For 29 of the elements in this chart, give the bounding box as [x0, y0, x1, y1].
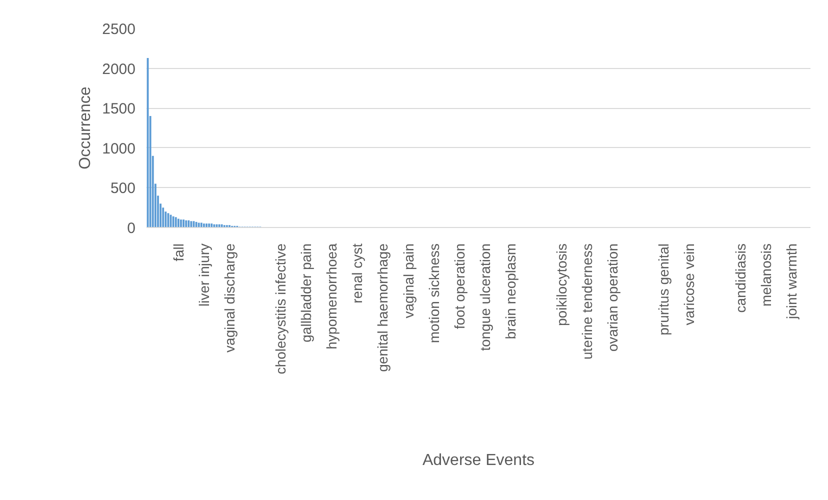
x-tick-label: gallbladder pain [298, 243, 314, 342]
y-tick-label: 500 [110, 180, 136, 198]
y-tick-label: 2000 [102, 60, 136, 78]
x-tick-label: cholecystitis infective [272, 243, 289, 374]
y-tick-label: 0 [127, 220, 136, 237]
y-tick-label: 1000 [102, 140, 136, 158]
x-tick-label: hypomenorrhoea [324, 243, 340, 350]
x-tick-label: candidiasis [732, 243, 748, 313]
x-tick-label: fall [170, 243, 186, 262]
x-tick-label: renal cyst [349, 243, 366, 304]
x-tick-label: liver injury [196, 244, 212, 307]
x-tick-label: vaginal pain [400, 243, 416, 318]
x-tick-label: tongue ulceration [476, 243, 493, 351]
x-tick-label: ovarian operation [604, 244, 621, 352]
x-tick-label: poikilocytosis [554, 243, 570, 326]
y-tick-label: 2500 [102, 21, 136, 38]
y-axis-title: Occurrence [77, 86, 94, 170]
x-tick-label: pruritus genital [656, 244, 672, 336]
x-tick-label: varicose vein [681, 244, 698, 326]
x-tick-label: brain neoplasm [502, 243, 518, 340]
x-tick-label: motion sickness [426, 244, 442, 344]
x-tick-label: foot operation [451, 243, 468, 330]
x-tick-label: uterine tenderness [579, 243, 596, 360]
y-tick-label: 1500 [102, 100, 136, 118]
x-tick-label: vaginal discharge [222, 243, 238, 352]
x-tick-label: genital haemorrhage [374, 243, 391, 372]
x-tick-label: joint warmth [783, 244, 800, 320]
x-tick-label: melanosis [758, 243, 774, 307]
x-axis-title: Adverse Events [422, 452, 535, 470]
